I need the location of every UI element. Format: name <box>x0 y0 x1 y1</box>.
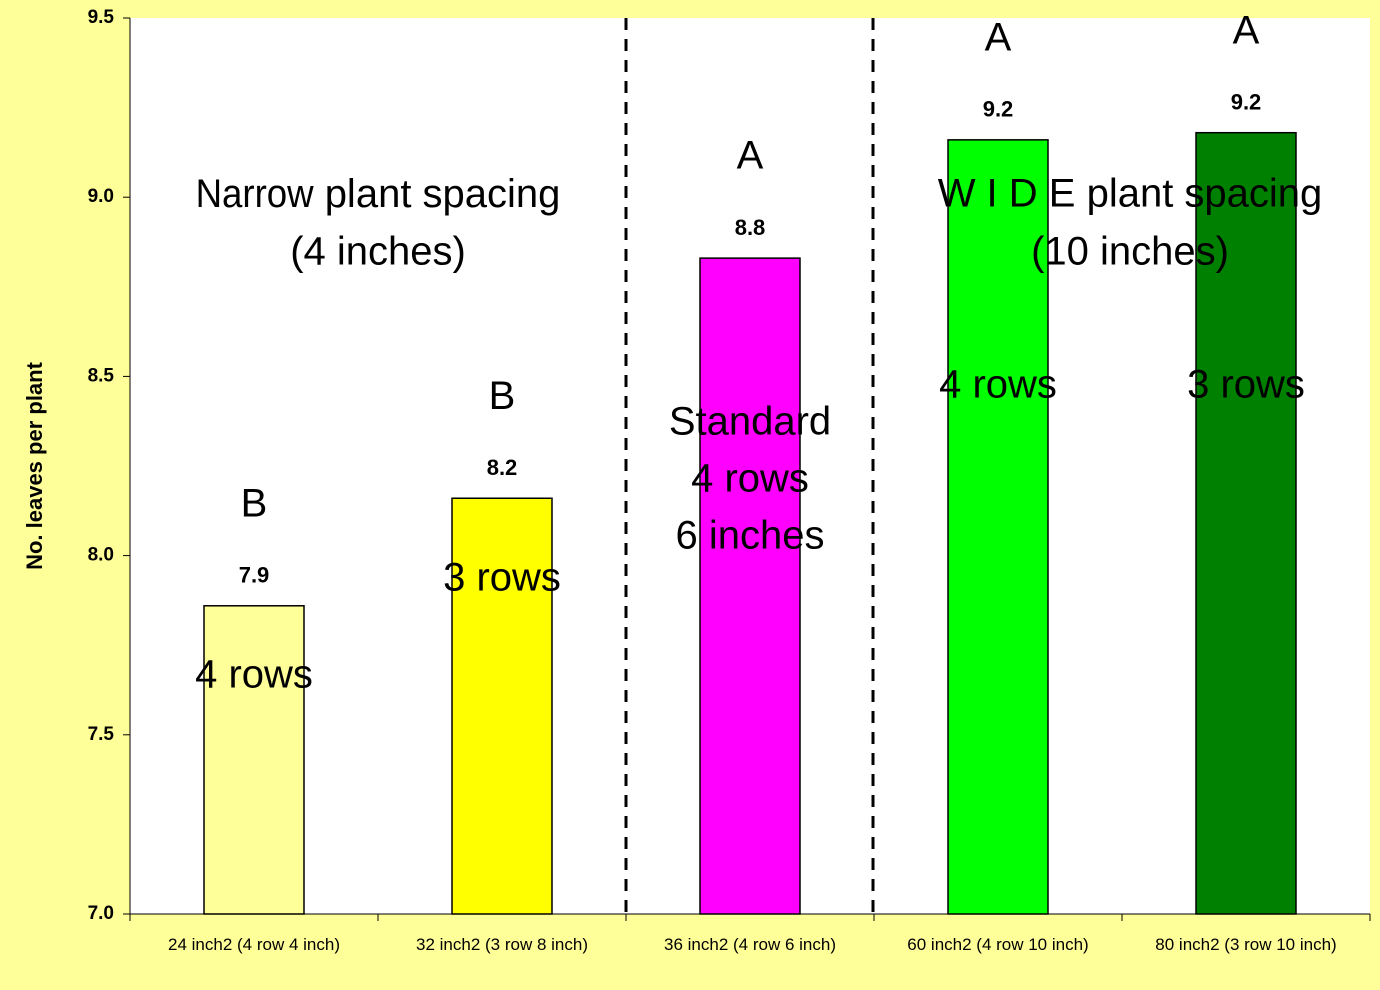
x-tick-label: 80 inch2 (3 row 10 inch) <box>1155 935 1337 954</box>
annotation: W I D E plant spacing <box>938 172 1323 216</box>
bar <box>947 139 1049 915</box>
value-label: 8.8 <box>735 215 766 240</box>
y-tick-label: 7.0 <box>88 903 114 924</box>
annotation: (4 inches) <box>290 230 466 274</box>
value-label: 9.2 <box>1231 90 1262 115</box>
annotation: (10 inches) <box>1031 230 1229 274</box>
annotation: Narrow plant spacing <box>196 172 561 216</box>
x-tick-label: 32 inch2 (3 row 8 inch) <box>416 935 588 954</box>
x-tick-label: 36 inch2 (4 row 6 inch) <box>664 935 836 954</box>
significance-letter: A <box>1233 8 1260 52</box>
y-axis-label: No. leaves per plant <box>22 361 47 570</box>
bar <box>203 605 305 915</box>
value-label: 7.9 <box>239 563 270 588</box>
significance-letter: B <box>241 481 268 525</box>
bar-text: 4 rows <box>195 653 313 697</box>
significance-letter: A <box>737 134 764 178</box>
value-label: 8.2 <box>487 455 518 480</box>
value-label: 9.2 <box>983 97 1014 122</box>
significance-letter: A <box>985 15 1012 59</box>
bar-text: 3 rows <box>443 556 561 600</box>
y-tick-label: 9.5 <box>88 7 115 28</box>
bar <box>1195 131 1297 915</box>
bar-text: 6 inches <box>676 514 825 558</box>
bar <box>451 497 553 915</box>
bar-text: Standard <box>669 400 831 444</box>
y-tick-label: 8.5 <box>88 365 115 386</box>
bar-text: 3 rows <box>1187 363 1305 407</box>
x-tick-label: 60 inch2 (4 row 10 inch) <box>907 935 1089 954</box>
y-tick-label: 7.5 <box>88 724 115 745</box>
annotation-part: Narrow <box>196 172 314 216</box>
annotation-part: plant spacing <box>325 172 561 216</box>
bar-text: 4 rows <box>691 457 809 501</box>
bar-text: 4 rows <box>939 363 1057 407</box>
bar <box>699 257 801 915</box>
y-tick-label: 9.0 <box>88 186 114 207</box>
x-tick-label: 24 inch2 (4 row 4 inch) <box>168 935 340 954</box>
significance-letter: B <box>489 374 516 418</box>
y-tick-label: 8.0 <box>88 545 114 566</box>
